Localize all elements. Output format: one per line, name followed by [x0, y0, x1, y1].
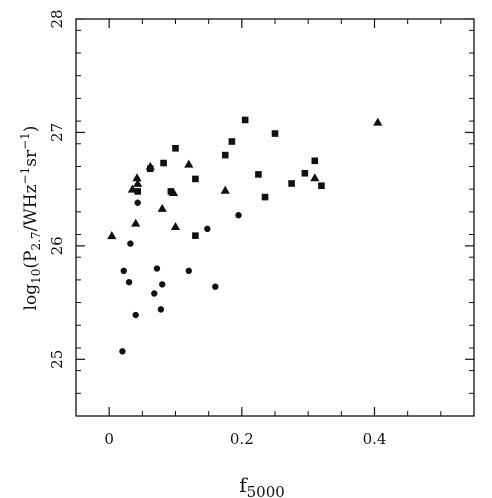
point-square [167, 188, 175, 195]
point-square [318, 182, 325, 190]
point-triangle [132, 173, 142, 182]
axis-tick-labels: 0 0.2 0.4 25 26 27 28 [48, 9, 386, 448]
data-points [107, 116, 383, 355]
point-square [172, 145, 179, 152]
y-tick-label: 26 [48, 236, 66, 255]
point-circle [235, 212, 242, 219]
point-circle [185, 267, 192, 275]
point-circle [159, 281, 166, 288]
y-tick-label: 28 [48, 9, 66, 28]
y-label-paren-open: (P [21, 251, 41, 269]
point-triangle [373, 117, 383, 126]
y-label-sup1: −1 [18, 167, 32, 185]
x-axis-label-main: f [239, 473, 248, 497]
point-triangle [170, 221, 181, 231]
y-label-sub2: 2.7 [29, 231, 43, 250]
point-square [192, 175, 199, 183]
point-triangle [157, 203, 167, 212]
point-square [271, 130, 279, 137]
point-triangle [184, 159, 194, 168]
point-circle [134, 199, 141, 206]
point-square [160, 159, 167, 167]
y-label-slash: /WHz [21, 184, 41, 231]
point-triangle [310, 173, 320, 182]
point-square [146, 165, 154, 173]
y-label-paren-close: ) [21, 126, 41, 133]
point-circle [212, 283, 219, 290]
y-axis-label: log10(P2.7/WHz−1sr−1) [18, 126, 43, 311]
point-triangle [107, 231, 117, 240]
point-circle [127, 240, 134, 247]
point-square [288, 180, 295, 187]
point-square [228, 138, 236, 145]
axis-ticks [75, 18, 475, 417]
point-square [221, 151, 229, 159]
point-square [301, 169, 309, 177]
y-label-sr: sr [21, 149, 41, 167]
x-axis-label-sub: 5000 [247, 483, 285, 498]
x-tick-label: 0.2 [230, 430, 254, 448]
y-label-sub1: 10 [29, 269, 43, 284]
point-circle [119, 348, 126, 355]
point-circle [153, 265, 161, 272]
point-circle [157, 306, 165, 313]
point-circle [151, 290, 158, 297]
point-square [192, 232, 199, 239]
y-tick-label: 27 [48, 123, 66, 142]
point-triangle [220, 185, 230, 194]
y-tick-label: 25 [48, 350, 66, 369]
x-tick-label: 0.4 [363, 430, 387, 448]
plot-frame [75, 18, 475, 417]
point-circle [120, 267, 127, 275]
point-circle [132, 311, 139, 319]
point-square [311, 157, 319, 165]
point-triangle [131, 218, 141, 227]
point-triangle [133, 178, 143, 187]
y-label-prefix: log [21, 284, 41, 311]
x-axis-label: f5000 [239, 473, 285, 498]
x-tick-label: 0 [104, 430, 114, 448]
point-square [134, 188, 141, 195]
point-square [255, 171, 262, 178]
y-label-sup2: −1 [18, 132, 32, 150]
point-circle [204, 225, 211, 233]
point-square [261, 193, 269, 201]
point-square [241, 116, 249, 124]
point-circle [125, 278, 133, 286]
